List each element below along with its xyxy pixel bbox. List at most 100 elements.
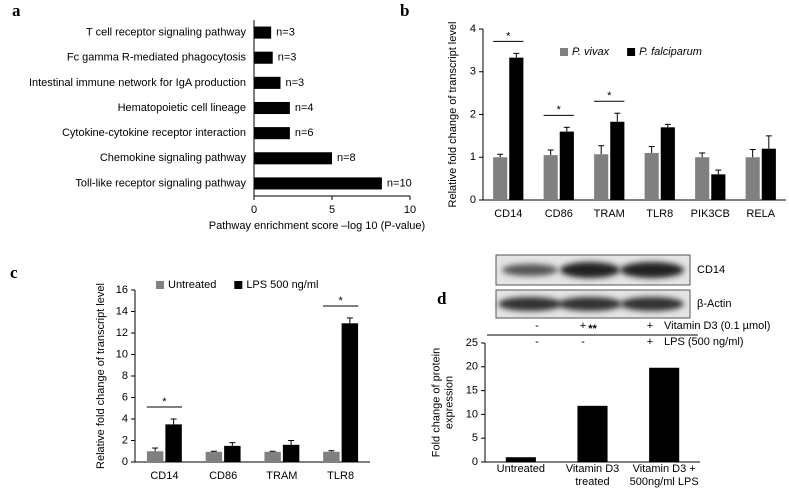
x-tick-label: PIK3CB — [691, 208, 730, 220]
error-bar — [598, 145, 605, 155]
panel-letter: d — [437, 289, 447, 308]
y-tick-label: 14 — [116, 305, 128, 317]
x-tick-label: CD14 — [150, 470, 178, 482]
x-tick-label: TRAM — [594, 208, 625, 220]
bar — [695, 157, 710, 200]
y-tick-label: 15 — [466, 385, 478, 397]
error-bar — [648, 146, 655, 153]
bar — [146, 451, 164, 462]
y-tick-label: 4 — [470, 23, 476, 35]
x-tick-label: 5 — [329, 204, 335, 216]
category-label: Toll-like receptor signaling pathway — [75, 177, 246, 189]
y-tick-label: 10 — [116, 348, 128, 360]
legend-label: LPS 500 ng/ml — [246, 279, 318, 291]
significance-mark: * — [338, 295, 343, 307]
y-tick-label: 2 — [470, 108, 476, 120]
category-label: Cytokine-cytokine receptor interaction — [62, 127, 246, 139]
bar — [254, 76, 281, 89]
bar — [505, 457, 536, 462]
error-bar — [152, 447, 159, 452]
bar — [559, 131, 574, 200]
y-axis-label: Relative fold change of transcript level — [447, 22, 459, 208]
blot-band — [620, 262, 684, 278]
annotation: n=3 — [276, 26, 295, 38]
legend-swatch — [234, 281, 243, 289]
legend-swatch — [627, 48, 636, 56]
blot-band — [502, 264, 558, 276]
treatment-label: LPS (500 ng/ml) — [664, 336, 743, 348]
legend-label: P. falciparum — [639, 46, 702, 58]
y-tick-label: 10 — [466, 408, 478, 420]
error-bar — [170, 418, 177, 425]
bar — [205, 451, 223, 462]
x-tick-label: Untreated — [496, 463, 545, 475]
bar — [282, 444, 300, 462]
bar — [264, 451, 281, 462]
category-label: Intestinal immune network for IgA produc… — [29, 77, 246, 89]
annotation: n=10 — [387, 177, 412, 189]
blot-band — [498, 297, 562, 311]
x-tick-label: Vitamin D3 treated — [565, 463, 620, 488]
y-tick-label: 0 — [122, 456, 128, 468]
bar — [323, 451, 340, 462]
x-tick-label: Vitamin D3 treated — [565, 463, 620, 488]
error-bar — [288, 440, 295, 445]
treatment-sign: + — [580, 320, 586, 332]
y-tick-label: 1 — [470, 151, 476, 163]
error-bar — [749, 149, 756, 158]
bar — [660, 127, 675, 200]
annotation: n=6 — [295, 127, 314, 139]
bar — [254, 177, 382, 190]
y-tick-label: 12 — [116, 327, 128, 339]
error-bar — [346, 317, 353, 324]
error-bar — [513, 52, 520, 58]
x-tick-label: TRAM — [266, 470, 297, 482]
legend-label: Untreated — [168, 279, 216, 291]
bar — [745, 157, 760, 200]
panel-letter: c — [10, 263, 18, 282]
error-bar — [614, 112, 621, 122]
x-tick-label: CD86 — [545, 208, 573, 220]
bar — [254, 26, 272, 39]
significance-mark: * — [506, 30, 511, 42]
treatment-sign: - — [535, 336, 539, 348]
y-axis-label: Relative fold change of transcript level — [95, 283, 107, 469]
x-tick-label: Vitamin D3 + 500ng/ml LPS — [629, 463, 699, 488]
bar — [761, 148, 776, 200]
error-bar — [547, 149, 554, 156]
western-blot — [495, 254, 691, 319]
bar — [644, 152, 659, 200]
x-tick-label: 0 — [251, 204, 257, 216]
x-tick-label: Untreated — [496, 463, 545, 475]
error-bar — [765, 135, 772, 149]
annotation: n=4 — [295, 102, 314, 114]
blot-band — [620, 297, 684, 311]
y-axis-label: Fold change of protein expression — [430, 347, 455, 458]
x-tick-label: 10 — [404, 204, 416, 216]
error-bar — [269, 450, 276, 452]
bar — [493, 157, 508, 200]
bar — [224, 445, 241, 462]
blot-band — [560, 262, 620, 278]
y-tick-label: 0 — [472, 456, 478, 468]
x-tick-label: Vitamin D3 + 500ng/ml LPS — [629, 463, 699, 488]
y-tick-label: 8 — [122, 370, 128, 382]
blot-band — [558, 297, 622, 311]
bar — [610, 121, 625, 200]
bar — [649, 367, 680, 462]
bar — [509, 57, 524, 200]
x-tick-label: TLR8 — [646, 208, 673, 220]
y-tick-label: 2 — [122, 434, 128, 446]
significance-mark: ** — [588, 323, 597, 335]
blot-band-label: CD14 — [697, 264, 725, 276]
y-tick-label: 16 — [116, 284, 128, 296]
y-tick-label: 6 — [122, 391, 128, 403]
significance-mark: * — [607, 90, 612, 102]
x-axis-label: Pathway enrichment score –log 10 (P-valu… — [209, 220, 425, 232]
y-tick-label: 3 — [470, 66, 476, 78]
significance-mark: * — [162, 396, 167, 408]
y-tick-label: 0 — [470, 194, 476, 206]
panel-letter: b — [400, 1, 409, 20]
category-label: Hematopoietic cell lineage — [118, 102, 246, 114]
